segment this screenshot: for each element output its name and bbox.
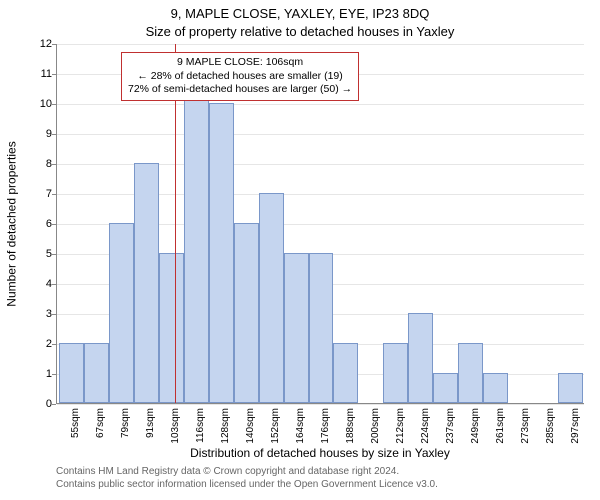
x-tick-label: 249sqm — [470, 408, 481, 448]
y-tick-label: 2 — [26, 338, 52, 350]
x-axis-label: Distribution of detached houses by size … — [56, 446, 584, 460]
x-tick-label: 212sqm — [395, 408, 406, 448]
y-tick-mark — [52, 224, 56, 225]
footer-line-2: Contains public sector information licen… — [56, 479, 584, 492]
y-tick-label: 6 — [26, 218, 52, 230]
histogram-bar — [159, 253, 184, 403]
histogram-bar — [109, 223, 134, 403]
histogram-bar — [184, 73, 209, 403]
chart-subtitle: Size of property relative to detached ho… — [0, 24, 600, 39]
y-tick-label: 11 — [26, 68, 52, 80]
y-tick-label: 5 — [26, 248, 52, 260]
x-tick-label: 152sqm — [270, 408, 281, 448]
x-tick-label: 224sqm — [420, 408, 431, 448]
x-tick-label: 176sqm — [320, 408, 331, 448]
histogram-bar — [483, 373, 508, 403]
y-tick-mark — [52, 134, 56, 135]
x-tick-label: 297sqm — [570, 408, 581, 448]
y-tick-mark — [52, 164, 56, 165]
gridline — [57, 134, 584, 135]
y-tick-mark — [52, 74, 56, 75]
plot-area: 9 MAPLE CLOSE: 106sqm← 28% of detached h… — [56, 44, 584, 404]
chart-root: 9, MAPLE CLOSE, YAXLEY, EYE, IP23 8DQ Si… — [0, 0, 600, 500]
x-tick-label: 128sqm — [220, 408, 231, 448]
x-tick-label: 200sqm — [370, 408, 381, 448]
histogram-bar — [59, 343, 84, 403]
x-tick-label: 237sqm — [445, 408, 456, 448]
y-tick-mark — [52, 344, 56, 345]
histogram-bar — [433, 373, 458, 403]
y-tick-mark — [52, 104, 56, 105]
x-tick-label: 103sqm — [170, 408, 181, 448]
y-tick-label: 0 — [26, 398, 52, 410]
annotation-box: 9 MAPLE CLOSE: 106sqm← 28% of detached h… — [121, 52, 359, 101]
histogram-bar — [383, 343, 408, 403]
gridline — [57, 104, 584, 105]
x-tick-label: 55sqm — [70, 408, 81, 448]
y-tick-label: 12 — [26, 38, 52, 50]
histogram-bar — [209, 103, 234, 403]
histogram-bar — [134, 163, 159, 403]
chart-supertitle: 9, MAPLE CLOSE, YAXLEY, EYE, IP23 8DQ — [0, 6, 600, 21]
y-tick-mark — [52, 404, 56, 405]
y-tick-mark — [52, 374, 56, 375]
x-tick-label: 164sqm — [295, 408, 306, 448]
x-tick-label: 91sqm — [145, 408, 156, 448]
histogram-bar — [284, 253, 309, 403]
y-tick-label: 7 — [26, 188, 52, 200]
y-tick-label: 10 — [26, 98, 52, 110]
gridline — [57, 44, 584, 45]
histogram-bar — [84, 343, 109, 403]
y-tick-label: 4 — [26, 278, 52, 290]
y-tick-mark — [52, 314, 56, 315]
histogram-bar — [458, 343, 483, 403]
gridline — [57, 404, 584, 405]
y-tick-label: 8 — [26, 158, 52, 170]
y-tick-mark — [52, 194, 56, 195]
y-tick-label: 9 — [26, 128, 52, 140]
x-tick-label: 273sqm — [520, 408, 531, 448]
x-tick-label: 79sqm — [120, 408, 131, 448]
histogram-bar — [408, 313, 433, 403]
histogram-bar — [558, 373, 583, 403]
y-tick-mark — [52, 254, 56, 255]
histogram-bar — [309, 253, 334, 403]
y-tick-label: 3 — [26, 308, 52, 320]
y-tick-label: 1 — [26, 368, 52, 380]
histogram-bar — [234, 223, 259, 403]
attribution-footer: Contains HM Land Registry data © Crown c… — [56, 466, 584, 491]
x-tick-label: 188sqm — [345, 408, 356, 448]
footer-line-1: Contains HM Land Registry data © Crown c… — [56, 466, 584, 479]
annotation-line: 9 MAPLE CLOSE: 106sqm — [128, 56, 352, 70]
y-tick-mark — [52, 284, 56, 285]
x-tick-label: 67sqm — [95, 408, 106, 448]
annotation-line: 72% of semi-detached houses are larger (… — [128, 83, 352, 97]
histogram-bar — [259, 193, 284, 403]
x-tick-label: 285sqm — [545, 408, 556, 448]
x-tick-label: 261sqm — [495, 408, 506, 448]
y-tick-mark — [52, 44, 56, 45]
x-tick-label: 116sqm — [195, 408, 206, 448]
annotation-line: ← 28% of detached houses are smaller (19… — [128, 70, 352, 84]
histogram-bar — [333, 343, 358, 403]
y-axis-label: Number of detached properties — [4, 44, 20, 404]
x-tick-label: 140sqm — [245, 408, 256, 448]
